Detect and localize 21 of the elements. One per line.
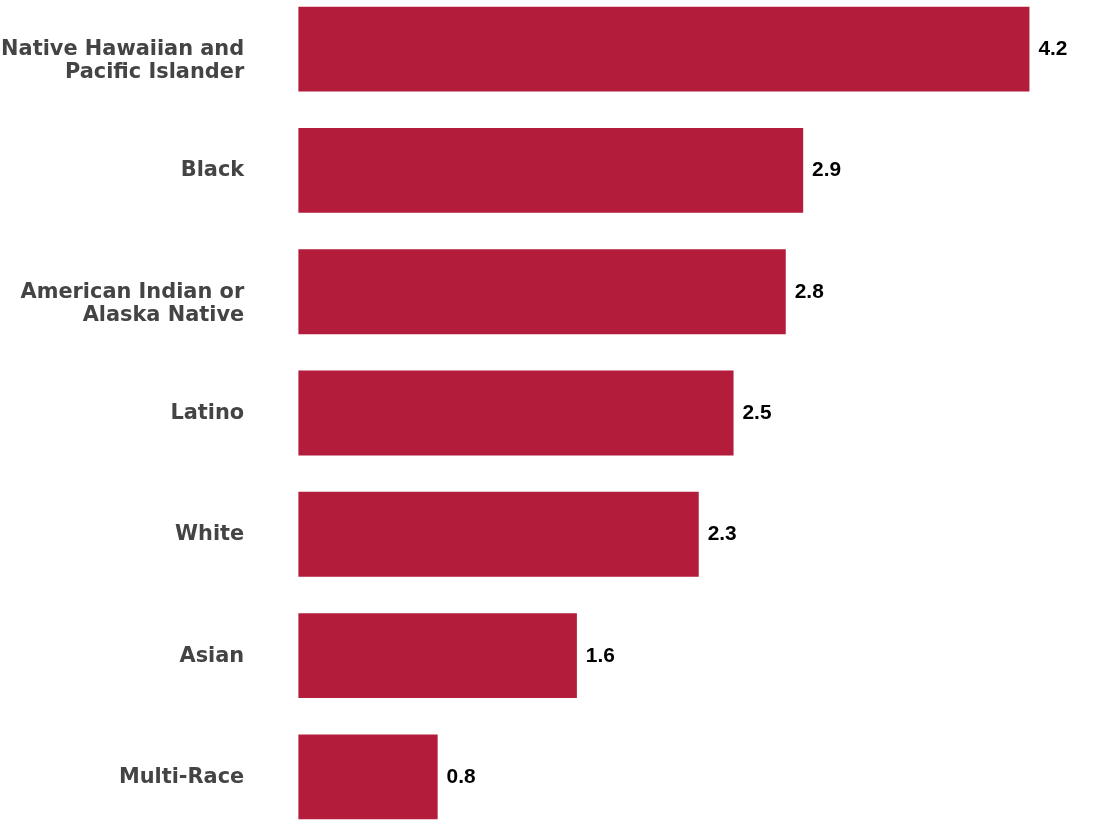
y-tick-label: Native Hawaiian and Pacific Islander [1,36,245,83]
bar [298,491,699,577]
bar [298,127,804,213]
data-label: 2.5 [742,399,772,423]
y-tick-label: Black [180,157,246,182]
data-label: 2.8 [794,278,824,302]
data-label: 2.3 [707,521,737,545]
data-label: 2.9 [812,157,842,181]
data-label: 1.6 [585,642,615,666]
y-tick-label: Latino [170,399,245,424]
data-label: 4.2 [1038,36,1068,60]
y-tick-label: Asian [179,642,245,667]
y-tick-label: American Indian or Alaska Native [20,278,245,326]
bar [298,734,438,820]
bar [298,6,1030,92]
bar [298,370,734,456]
y-tick-label: White [175,521,245,546]
y-tick-label: Multi-Race [118,763,245,788]
data-label: 0.8 [446,763,476,787]
bar [298,613,577,699]
bar [298,249,786,335]
